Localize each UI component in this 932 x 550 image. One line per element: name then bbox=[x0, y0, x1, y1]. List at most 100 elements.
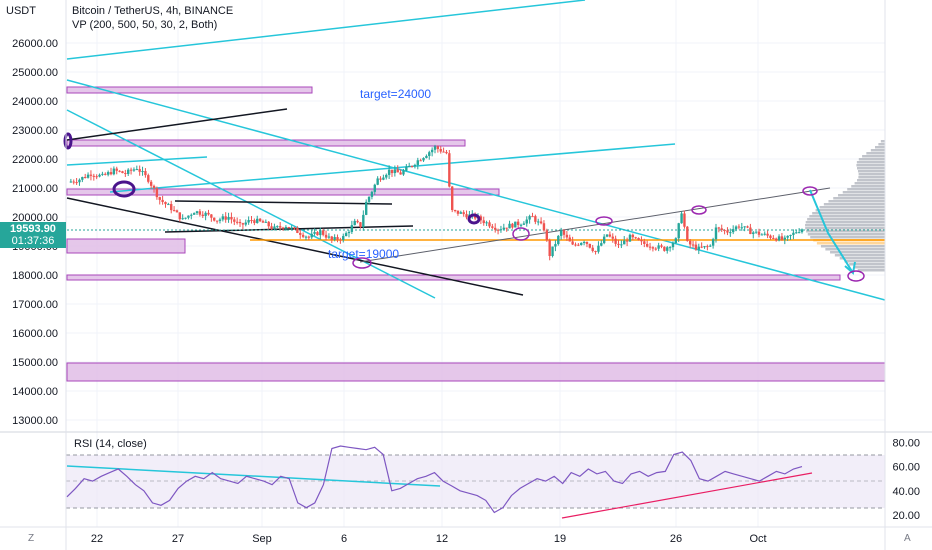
candle-body bbox=[127, 169, 130, 174]
candle-body bbox=[207, 212, 210, 215]
price-tick-label: 16000.00 bbox=[12, 328, 58, 340]
candle-body bbox=[261, 221, 265, 223]
candle-body bbox=[666, 247, 669, 251]
candle-body bbox=[350, 225, 354, 232]
candle-body bbox=[413, 164, 417, 167]
candle-body bbox=[657, 245, 660, 249]
marker-circle-8 bbox=[847, 270, 865, 282]
price-tick-label: 26000.00 bbox=[12, 38, 58, 50]
zones bbox=[66, 86, 886, 382]
trendline-cyan-top bbox=[66, 0, 586, 60]
candle-body bbox=[256, 218, 259, 223]
candle-body bbox=[310, 233, 313, 238]
candle-body bbox=[416, 160, 419, 165]
price-tick-label: 21000.00 bbox=[12, 183, 58, 195]
time-axis[interactable]: 22 27 Sep 6 12 19 26 Oct bbox=[91, 533, 767, 545]
volume-profile-bar bbox=[857, 167, 885, 170]
candle-body bbox=[462, 212, 465, 215]
candle-body bbox=[124, 173, 127, 175]
zone-19100 bbox=[66, 238, 186, 254]
volume-profile-bar bbox=[858, 158, 885, 161]
candle-body bbox=[706, 246, 709, 248]
candle-body bbox=[402, 170, 405, 175]
marker-circle-1 bbox=[112, 180, 136, 198]
volume-profile-bar bbox=[805, 227, 885, 230]
candle-body bbox=[72, 181, 75, 183]
candle-body bbox=[542, 223, 546, 231]
candle-body bbox=[671, 243, 675, 248]
time-tick-label: 6 bbox=[341, 533, 347, 545]
candle-body bbox=[645, 243, 649, 247]
candle-body bbox=[499, 229, 503, 231]
zone-22600 bbox=[66, 139, 466, 147]
candle-body bbox=[410, 166, 414, 168]
candle-body bbox=[514, 221, 517, 228]
candle-body bbox=[631, 234, 635, 238]
rsi-legend: RSI (14, close) bbox=[74, 438, 147, 450]
candle-body bbox=[674, 238, 678, 244]
candle-body bbox=[465, 214, 468, 218]
candle-body bbox=[769, 235, 772, 238]
volume-profile-bar bbox=[816, 242, 885, 245]
candle-body bbox=[141, 171, 144, 173]
candle-body bbox=[344, 233, 348, 237]
rsi-axis[interactable]: 20.00 40.00 60.00 80.00 bbox=[892, 437, 920, 522]
candle-body bbox=[356, 220, 359, 223]
zone-20900 bbox=[66, 188, 500, 196]
candle-body bbox=[287, 227, 290, 229]
candle-body bbox=[376, 178, 379, 185]
candle-body bbox=[241, 223, 245, 225]
trendline-black-flat bbox=[174, 200, 393, 205]
candle-body bbox=[264, 221, 268, 223]
candle-body bbox=[600, 243, 603, 246]
candle-body bbox=[763, 233, 766, 235]
candle-body bbox=[511, 223, 514, 228]
candle-body bbox=[668, 247, 672, 249]
volume-profile-bar bbox=[849, 263, 885, 266]
candle-body bbox=[568, 237, 571, 242]
candle-body bbox=[347, 231, 351, 234]
candle-body bbox=[92, 175, 96, 177]
price-tick-label: 17000.00 bbox=[12, 299, 58, 311]
volume-profile-bar bbox=[856, 164, 885, 167]
candle-body bbox=[611, 236, 614, 239]
candle-body bbox=[717, 227, 721, 229]
candle-body bbox=[198, 211, 202, 215]
candle-body bbox=[694, 244, 698, 250]
time-tick-label: 27 bbox=[172, 533, 184, 545]
price-tick-label: 13000.00 bbox=[12, 415, 58, 427]
rsi-trendline-down bbox=[66, 465, 441, 487]
candle-body bbox=[637, 238, 640, 241]
candle-body bbox=[519, 224, 523, 226]
candles bbox=[69, 144, 804, 261]
candle-body bbox=[405, 166, 408, 171]
candle-body bbox=[95, 176, 98, 178]
candle-body bbox=[605, 234, 609, 237]
candle-body bbox=[324, 234, 328, 238]
candle-body bbox=[797, 232, 801, 234]
candle-body bbox=[528, 216, 531, 220]
candle-body bbox=[439, 149, 442, 152]
candle-body bbox=[723, 230, 726, 232]
candle-body bbox=[132, 169, 136, 171]
volume-profile-bar bbox=[880, 140, 885, 143]
candle-body bbox=[559, 230, 563, 236]
candle-body bbox=[75, 182, 78, 184]
candle-countdown: 01:37:36 bbox=[11, 235, 55, 247]
annotation-target-24000: target=24000 bbox=[360, 87, 431, 101]
candle-body bbox=[757, 231, 761, 235]
candle-body bbox=[562, 230, 566, 235]
candle-body bbox=[777, 236, 781, 241]
candle-body bbox=[534, 216, 537, 222]
auto-scale-button[interactable]: A bbox=[904, 533, 911, 544]
timezone-icon[interactable]: Z bbox=[28, 533, 35, 544]
candle-body bbox=[204, 212, 207, 216]
volume-profile-bar bbox=[851, 185, 885, 188]
candle-body bbox=[766, 233, 769, 236]
candle-body bbox=[382, 177, 385, 180]
marker-circle-4 bbox=[512, 227, 530, 241]
candle-body bbox=[273, 226, 276, 229]
volume-profile-bar bbox=[815, 209, 885, 212]
candle-body bbox=[614, 238, 617, 244]
